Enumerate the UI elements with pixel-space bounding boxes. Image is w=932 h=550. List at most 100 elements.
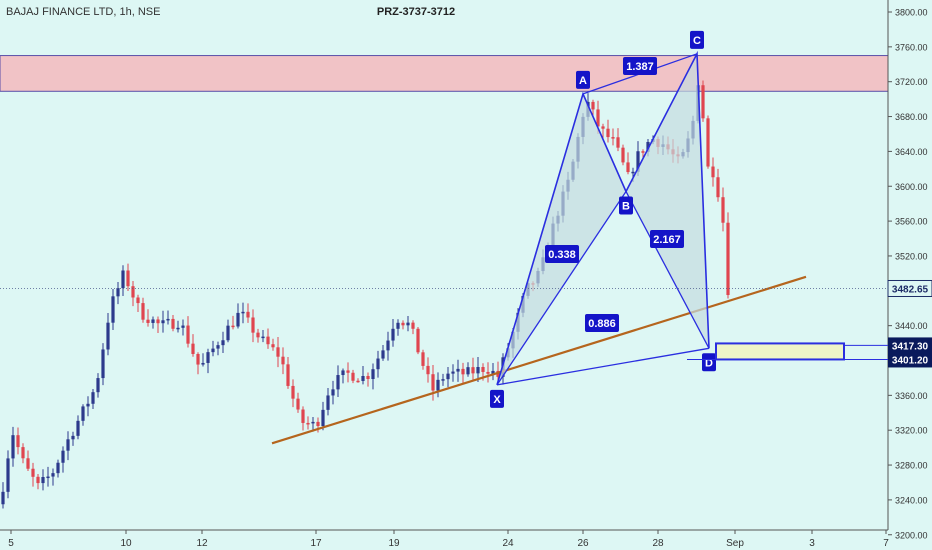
y-tick-label: 3520.00: [895, 251, 928, 261]
candle-body: [46, 476, 50, 479]
point-label-box: [702, 353, 716, 372]
x-tick-label: Sep: [726, 538, 744, 549]
candle-body: [181, 325, 185, 328]
x-tick-label: 7: [883, 538, 889, 549]
chart-center-title: PRZ-3737-3712: [0, 6, 932, 18]
candle-body: [451, 371, 455, 374]
candle-body: [91, 392, 95, 404]
candle-body: [66, 439, 70, 451]
candle-body: [701, 85, 705, 119]
candle-body: [721, 197, 725, 223]
candle-body: [286, 364, 290, 386]
candle-body: [221, 340, 225, 346]
point-label: B: [622, 200, 630, 212]
candle-body: [146, 319, 150, 323]
candle-body: [76, 420, 80, 436]
x-tick-label: 24: [502, 538, 514, 549]
candle-body: [616, 137, 620, 148]
support-trendline: [271, 275, 807, 445]
candle-body: [266, 336, 270, 345]
candle-body: [386, 340, 390, 351]
candle-body: [356, 380, 360, 383]
point-label: X: [493, 394, 501, 406]
candle-body: [621, 147, 625, 163]
candle-body: [166, 318, 170, 321]
y-tick-label: 3320.00: [895, 426, 928, 436]
point-label-box: [490, 389, 504, 408]
y-tick-label: 3440.00: [895, 321, 928, 331]
pattern-fill-xab: [497, 93, 626, 385]
y-tick-label: 3760.00: [895, 42, 928, 52]
x-tick-label: 10: [120, 538, 132, 549]
y-tick-label: 3640.00: [895, 147, 928, 157]
candle-body: [196, 353, 200, 365]
pattern-line-bd: [625, 191, 710, 349]
candle-body: [281, 356, 285, 365]
candle-body: [326, 395, 330, 410]
symbol-title: BAJAJ FINANCE LTD, 1h, NSE: [6, 6, 161, 18]
candle-body: [446, 373, 450, 380]
candle-body: [261, 336, 265, 339]
candle-body: [131, 286, 135, 298]
candle-body: [296, 398, 300, 410]
price-label: 3417.30: [892, 341, 929, 352]
price-label-box: [888, 337, 932, 354]
candle-body: [156, 319, 160, 324]
point-label-box: [576, 70, 590, 89]
point-label: C: [693, 35, 701, 47]
y-tick-label: 3560.00: [895, 217, 928, 227]
candle-body: [391, 328, 395, 341]
price-label-box: [888, 351, 932, 368]
candle-body: [61, 450, 65, 463]
ratio-label-box: [545, 245, 579, 263]
candle-body: [311, 421, 315, 424]
candle-body: [366, 375, 370, 380]
x-tick-label: 26: [577, 538, 589, 549]
candle-body: [121, 270, 125, 289]
candle-body: [236, 312, 240, 327]
candle-body: [441, 379, 445, 381]
candle-body: [456, 368, 460, 372]
candle-body: [631, 171, 635, 174]
point-label: A: [579, 75, 587, 87]
candle-body: [176, 327, 180, 330]
candle-body: [231, 325, 235, 328]
y-tick-label: 3280.00: [895, 461, 928, 471]
price-label: 3482.65: [892, 284, 929, 295]
candle-body: [371, 369, 375, 380]
candle-body: [376, 358, 380, 370]
prz-box: [715, 342, 845, 361]
candle-body: [361, 375, 365, 381]
resistance-zone: [0, 55, 889, 92]
candle-body: [471, 367, 475, 374]
candle-body: [51, 473, 55, 477]
y-tick-label: 3720.00: [895, 77, 928, 87]
candle-body: [336, 375, 340, 390]
price-label: 3401.20: [892, 355, 929, 366]
candle-body: [106, 322, 110, 350]
candle-body: [96, 378, 100, 393]
candle-body: [466, 367, 470, 375]
candle-body: [591, 101, 595, 110]
y-tick-label: 3200.00: [895, 530, 928, 540]
ratio-label: 0.886: [588, 318, 616, 330]
candle-body: [306, 422, 310, 425]
candle-body: [36, 476, 40, 484]
ratio-label-box: [650, 230, 684, 248]
x-tick-label: 12: [196, 538, 208, 549]
candle-body: [226, 325, 230, 341]
ratio-label-box: [623, 57, 657, 75]
candle-body: [256, 332, 260, 338]
ratio-label-box: [585, 314, 619, 332]
candle-body: [26, 458, 30, 469]
x-tick-label: 5: [8, 538, 14, 549]
candle-body: [251, 317, 255, 333]
candle-body: [186, 325, 190, 344]
candle-body: [116, 288, 120, 297]
candle-body: [726, 222, 730, 296]
y-tick-label: 3680.00: [895, 112, 928, 122]
candle-body: [191, 343, 195, 354]
candle-body: [606, 128, 610, 138]
